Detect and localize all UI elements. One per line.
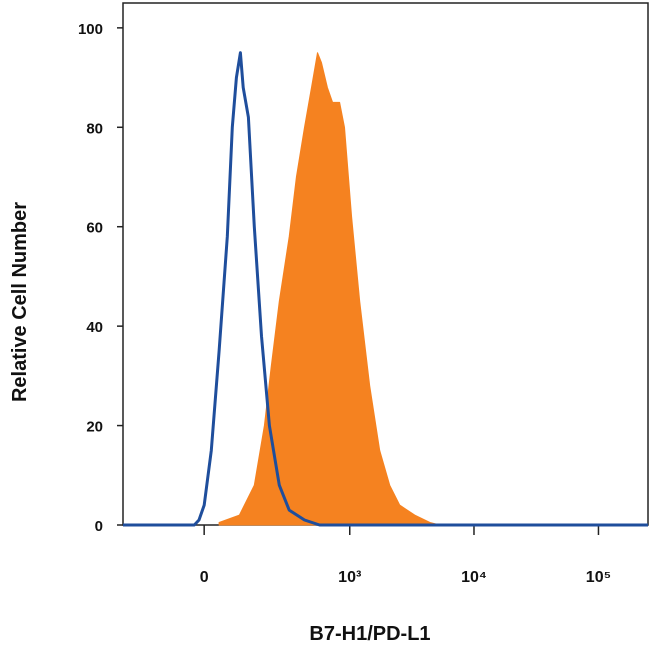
- y-tick-label: 0: [95, 518, 103, 535]
- x-tick-label: 10⁵: [586, 569, 611, 586]
- y-tick-label: 60: [86, 220, 103, 237]
- y-tick-label: 80: [86, 120, 103, 137]
- y-tick-label: 100: [78, 21, 103, 38]
- y-tick-label: 20: [86, 419, 103, 436]
- y-axis-title: Relative Cell Number: [9, 202, 31, 402]
- histogram-line: [123, 51, 648, 527]
- x-tick-label: 10⁴: [461, 569, 487, 586]
- plot-frame: [122, 2, 649, 526]
- x-tick-label: 0: [200, 569, 209, 586]
- x-axis-title: B7-H1/PD-L1: [309, 623, 430, 645]
- x-tick-label: 10³: [338, 569, 361, 586]
- histogram-area: [218, 52, 441, 526]
- y-tick-label: 40: [86, 319, 103, 336]
